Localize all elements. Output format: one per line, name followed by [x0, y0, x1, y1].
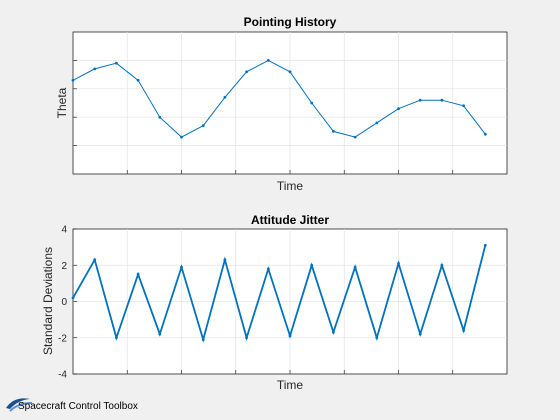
data-point: [332, 130, 335, 133]
data-point: [115, 336, 118, 340]
data-point: [223, 95, 227, 99]
y-axis-label: Theta: [55, 87, 69, 118]
toolbox-logo-icon: [6, 398, 33, 412]
x-axis-label: Time: [277, 378, 304, 392]
data-point: [483, 243, 487, 247]
chart-title: Attitude Jitter: [251, 213, 329, 227]
data-point: [353, 135, 357, 139]
line-marks: [71, 243, 487, 343]
data-point: [462, 104, 465, 108]
data-point: [245, 336, 249, 340]
data-point: [418, 332, 422, 336]
data-point: [93, 67, 97, 71]
data-point: [136, 78, 140, 82]
data-point: [397, 107, 400, 111]
data-point: [115, 61, 118, 65]
toolbox-label: Spacecraft Control Toolbox: [18, 401, 138, 412]
tick-marks: -4 -2 0 2 4: [58, 225, 454, 381]
data-point: [245, 70, 249, 74]
data-point: [418, 98, 422, 102]
tick-marks: [73, 60, 454, 174]
data-point: [266, 59, 270, 62]
y-tick-label: 2: [61, 261, 67, 272]
data-point: [288, 70, 292, 74]
pointing-history-axes: Pointing History Time Theta: [55, 15, 508, 193]
data-point: [288, 334, 292, 338]
data-point: [180, 265, 183, 269]
series-line: [72, 245, 487, 343]
data-point: [180, 135, 183, 139]
x-axis-label: Time: [277, 179, 304, 193]
data-point: [462, 329, 465, 332]
attitude-jitter-axes: -4 -2 0 2 4 Attitude Jitter Time Standard De…: [41, 213, 508, 392]
data-point: [375, 121, 379, 125]
data-point: [266, 267, 270, 271]
data-point: [332, 330, 335, 334]
data-point: [201, 338, 205, 341]
y-axis-label: Standard Deviations: [41, 247, 55, 355]
data-point: [71, 296, 75, 300]
data-point: [93, 258, 97, 262]
data-point: [440, 263, 444, 267]
data-point: [353, 265, 357, 269]
data-point: [310, 101, 314, 105]
data-point: [440, 98, 444, 102]
y-tick-label: 4: [61, 225, 67, 236]
data-point: [397, 262, 400, 265]
data-point: [375, 336, 379, 340]
line-marks: [71, 59, 487, 139]
data-point: [71, 78, 75, 82]
y-tick-label: -2: [58, 333, 67, 344]
grid-lines: [73, 32, 507, 174]
toolbox-footer: Spacecraft Control Toolbox: [4, 392, 184, 416]
data-point: [483, 132, 487, 136]
data-point: [158, 115, 162, 119]
y-tick-label: -4: [58, 370, 67, 381]
data-point: [310, 263, 314, 267]
data-point: [158, 332, 162, 336]
data-point: [223, 258, 227, 262]
chart-title: Pointing History: [244, 15, 337, 29]
data-point: [136, 272, 140, 276]
data-point: [201, 124, 205, 128]
series-line: [72, 59, 486, 138]
y-tick-label: 0: [61, 297, 67, 308]
